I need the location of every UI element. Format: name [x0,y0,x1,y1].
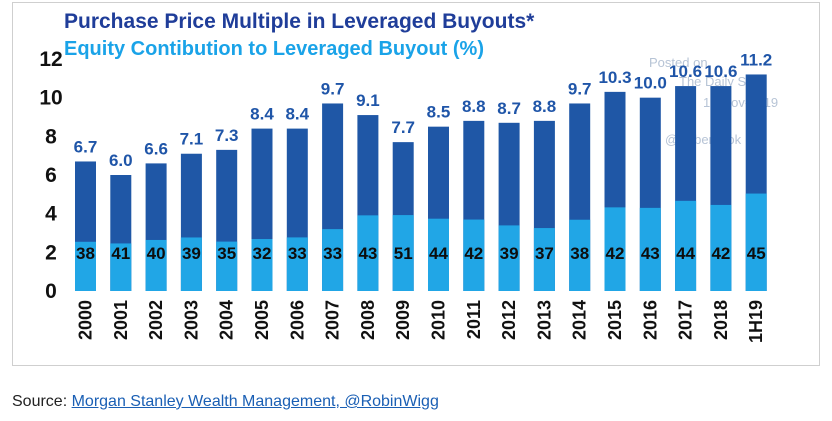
equity-value-label: 51 [394,244,413,263]
equity-bar [533,228,555,291]
watermark-posted: Posted on [649,55,708,70]
multiple-value-label: 8.4 [285,105,309,124]
equity-bar [569,219,591,291]
multiple-value-label: 7.7 [391,118,415,137]
x-tick-label: 2004 [217,300,237,340]
multiple-value-label: 8.4 [250,105,274,124]
multiple-value-label: 10.6 [669,62,702,81]
equity-bar [745,193,767,291]
x-tick-label: 2002 [146,300,166,340]
equity-bar [322,229,344,291]
equity-bar [392,215,414,291]
x-tick-label: 1H19 [746,300,766,343]
equity-bar [428,218,449,291]
equity-value-label: 38 [570,244,589,263]
equity-value-label: 44 [429,244,448,263]
multiple-value-label: 7.1 [180,130,204,149]
x-tick-label: 2018 [711,300,731,340]
equity-value-label: 39 [182,244,201,263]
chart-panel: Purchase Price Multiple in Leveraged Buy… [12,2,820,366]
multiple-value-label: 10.3 [598,68,631,87]
multiple-value-label: 6.7 [74,137,98,156]
x-axis: 2000 2001 2002 2003 2004 2005 2006 2007 2008 2009… [76,300,767,343]
equity-bar [180,237,202,291]
equity-value-label: 42 [711,244,730,263]
equity-value-label: 32 [253,244,272,263]
equity-bar [145,239,167,291]
x-tick-label: 2017 [676,300,696,340]
equity-value-label: 42 [464,244,483,263]
y-tick-label: 10 [39,87,62,110]
watermark-source: The Daily Shot [679,74,765,89]
source-link[interactable]: Morgan Stanley Wealth Management, @Robin… [71,393,439,410]
multiple-value-label: 8.7 [497,99,521,118]
equity-value-label: 33 [323,244,342,263]
x-tick-label: 2005 [252,300,272,340]
source-prefix: Source: [12,393,72,410]
y-tick-label: 6 [45,164,57,187]
equity-bar [251,239,273,291]
equity-value-label: 38 [76,244,95,263]
x-tick-label: 2011 [464,300,484,339]
x-tick-label: 2003 [181,300,201,340]
multiple-value-label: 7.3 [215,126,239,145]
source-line: Source: Morgan Stanley Wealth Management… [12,393,439,411]
chart-subtitle: Equity Contibution to Leveraged Buyout (… [64,38,484,60]
x-tick-label: 2008 [358,300,378,340]
equity-bar [110,243,132,291]
equity-value-label: 33 [288,244,307,263]
x-tick-label: 2013 [534,300,554,340]
x-tick-label: 2006 [287,300,307,340]
multiple-value-label: 6.6 [144,139,168,158]
equity-bar [710,204,732,291]
multiple-value-label: 9.1 [356,91,380,110]
equity-value-label: 40 [147,244,166,263]
multiple-value-label: 6.0 [109,151,133,170]
x-tick-label: 2014 [570,300,590,340]
equity-value-label: 43 [641,244,660,263]
x-tick-label: 2000 [76,300,96,340]
y-tick-label: 12 [39,48,62,71]
bar-chart: Purchase Price Multiple in Leveraged Buy… [39,10,778,343]
multiple-value-label: 8.8 [533,97,557,116]
x-tick-label: 2015 [605,300,625,340]
equity-bar [639,207,661,291]
equity-bar [463,219,485,291]
x-tick-label: 2001 [111,300,131,340]
multiple-value-label: 9.7 [321,79,345,98]
x-tick-label: 2010 [429,300,449,340]
y-axis: 0 2 4 6 8 10 12 [39,48,62,303]
equity-value-label: 37 [535,244,554,263]
bars: 6.7 38 6.0 41 6.6 40 7.1 39 7.3 35 8.4 32 8.4 33 9.7 33… [74,50,772,292]
equity-bar [75,241,96,291]
equity-value-label: 44 [676,244,695,263]
equity-value-label: 39 [500,244,519,263]
multiple-value-label: 11.2 [740,50,772,69]
multiple-value-label: 10.0 [634,74,667,93]
equity-value-label: 43 [358,244,377,263]
equity-value-label: 45 [747,244,766,263]
chart-title: Purchase Price Multiple in Leveraged Buy… [64,10,535,33]
multiple-value-label: 9.7 [568,79,592,98]
multiple-value-label: 10.6 [704,62,737,81]
equity-value-label: 41 [111,244,130,263]
equity-bar [286,237,308,291]
x-tick-label: 2009 [393,300,413,340]
equity-value-label: 42 [606,244,625,263]
x-tick-label: 2016 [640,300,660,340]
y-tick-label: 8 [45,125,57,148]
equity-bar [604,207,626,291]
y-tick-label: 4 [45,203,57,226]
equity-bar [498,225,520,291]
x-tick-label: 2007 [323,300,343,340]
multiple-value-label: 8.5 [427,103,451,122]
y-tick-label: 2 [45,241,57,264]
equity-bar [675,200,697,291]
y-tick-label: 0 [45,280,57,303]
equity-value-label: 35 [217,244,236,263]
multiple-value-label: 8.8 [462,97,486,116]
x-tick-label: 2012 [499,300,519,340]
equity-bar [216,241,238,291]
equity-bar [357,215,379,291]
